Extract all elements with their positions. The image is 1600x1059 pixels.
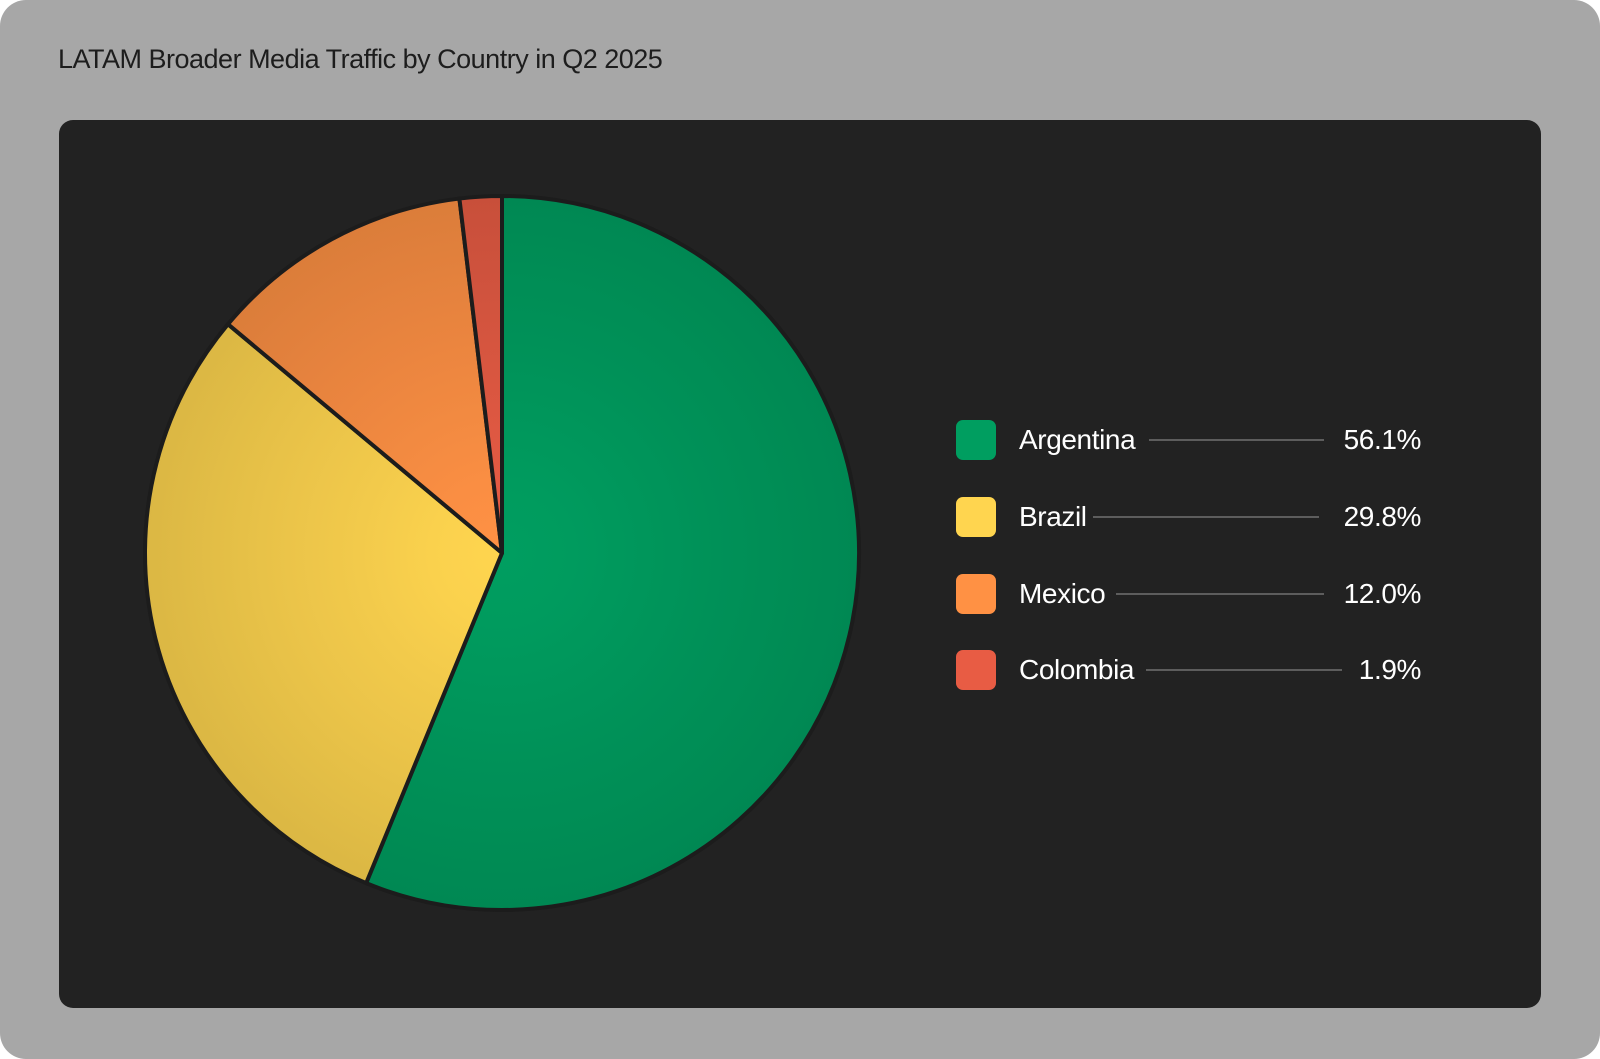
pie-slice-mexico xyxy=(225,196,504,555)
legend-value-colombia: 1.9% xyxy=(1358,654,1422,685)
legend-leader-line xyxy=(1116,593,1324,595)
chart-title: LATAM Broader Media Traffic by Country i… xyxy=(58,44,663,74)
legend-swatch-mexico xyxy=(956,574,996,614)
legend-swatch-brazil xyxy=(956,497,996,537)
legend-value-brazil: 29.8% xyxy=(1343,501,1422,532)
legend-item-argentina: Argentina 56.1% xyxy=(956,420,1516,460)
pie-slice-argentina xyxy=(364,194,861,912)
legend-value-argentina: 56.1% xyxy=(1343,424,1422,455)
pie-slice-brazil xyxy=(143,322,504,886)
legend-leader-line xyxy=(1146,669,1342,671)
legend-leader-line xyxy=(1149,439,1324,441)
legend-swatch-argentina xyxy=(956,420,996,460)
legend-item-mexico: Mexico 12.0% xyxy=(956,574,1516,614)
legend-label-brazil: Brazil xyxy=(1019,501,1087,532)
legend-label-mexico: Mexico xyxy=(1019,578,1106,609)
legend-item-brazil: Brazil 29.8% xyxy=(956,497,1516,537)
chart-panel: Argentina 56.1% Brazil 29.8% Mexico 12.0… xyxy=(59,120,1541,1008)
legend-item-colombia: Colombia 1.9% xyxy=(956,650,1516,690)
legend-label-argentina: Argentina xyxy=(1019,424,1136,455)
pie-chart xyxy=(143,194,861,912)
legend-label-colombia: Colombia xyxy=(1019,654,1135,685)
legend-leader-line xyxy=(1093,516,1319,518)
pie-slice-colombia xyxy=(457,194,504,555)
legend-value-mexico: 12.0% xyxy=(1343,578,1422,609)
legend-swatch-colombia xyxy=(956,650,996,690)
